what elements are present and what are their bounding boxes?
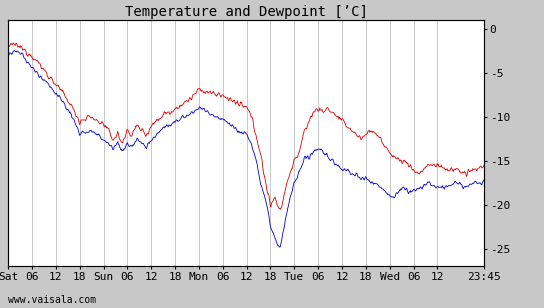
Title: Temperature and Dewpoint [ʼC]: Temperature and Dewpoint [ʼC]	[125, 5, 368, 19]
Text: www.vaisala.com: www.vaisala.com	[8, 295, 96, 305]
